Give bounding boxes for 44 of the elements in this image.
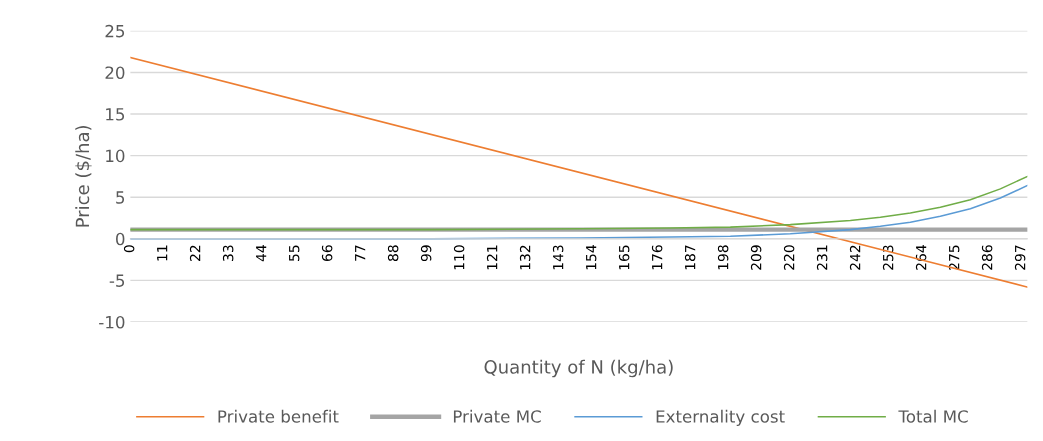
x-tick-label: 154 bbox=[586, 245, 597, 270]
x-tick-label: 198 bbox=[717, 245, 729, 270]
x-tick-label: 275 bbox=[948, 245, 960, 270]
legend-label: Private benefit bbox=[218, 409, 339, 423]
x-tick-label: 242 bbox=[849, 245, 861, 270]
x-tick-label: 22 bbox=[189, 245, 201, 261]
y-tick-label: 20 bbox=[105, 66, 125, 80]
x-tick-label: 33 bbox=[222, 245, 234, 261]
x-tick-label: 55 bbox=[289, 245, 300, 261]
x-tick-label: 132 bbox=[519, 245, 531, 270]
x-tick-label: 77 bbox=[355, 245, 366, 261]
x-tick-label: 176 bbox=[651, 245, 663, 270]
x-tick-label: 264 bbox=[915, 245, 927, 270]
y-tick-label: 5 bbox=[116, 191, 125, 204]
x-tick-label: 165 bbox=[618, 245, 630, 270]
x-tick-label: 11 bbox=[157, 245, 168, 261]
y-tick-label: -5 bbox=[109, 274, 125, 287]
x-tick-label: 297 bbox=[1014, 245, 1026, 270]
x-axis-title: Quantity of N (kg/ha) bbox=[484, 359, 673, 378]
x-tick-label: 220 bbox=[783, 245, 795, 270]
y-tick-label: 0 bbox=[116, 232, 125, 246]
y-tick-label: 15 bbox=[106, 108, 125, 121]
line-series bbox=[130, 175, 1028, 231]
x-tick-label: 121 bbox=[486, 245, 498, 270]
legend-label: Private MC bbox=[453, 409, 541, 423]
x-tick-label: 66 bbox=[321, 245, 333, 262]
x-tick-label: 0 bbox=[123, 245, 135, 253]
x-tick-label: 88 bbox=[387, 245, 399, 262]
y-axis-title: Price ($/ha) bbox=[75, 125, 92, 227]
y-tick-label: 10 bbox=[106, 149, 125, 163]
line-series bbox=[130, 184, 1028, 240]
x-tick-label: 110 bbox=[453, 245, 465, 270]
x-tick-label: 209 bbox=[750, 245, 762, 270]
x-tick-label: 99 bbox=[420, 245, 432, 262]
x-tick-label: 44 bbox=[256, 245, 267, 262]
legend-label: Externality cost bbox=[656, 409, 785, 426]
x-tick-label: 286 bbox=[981, 245, 993, 270]
y-tick-label: -10 bbox=[99, 315, 125, 329]
x-tick-label: 187 bbox=[684, 245, 696, 270]
legend-label: Total MC bbox=[898, 409, 968, 423]
x-tick-label: 143 bbox=[552, 245, 564, 270]
y-tick-label: 25 bbox=[105, 24, 125, 38]
x-tick-label: 231 bbox=[816, 245, 828, 270]
x-tick-label: 253 bbox=[882, 245, 894, 270]
